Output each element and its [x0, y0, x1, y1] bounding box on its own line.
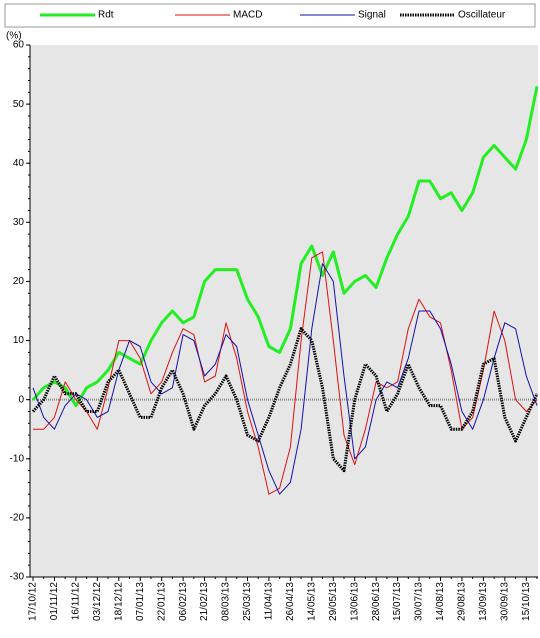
x-tick-label: 06/02/13	[178, 582, 189, 621]
x-tick-label: 30/09/13	[499, 582, 510, 621]
y-axis-label: (%)	[6, 31, 22, 42]
x-tick-label: 15/07/13	[392, 582, 403, 621]
legend-label: Oscillateur	[458, 10, 506, 21]
x-tick-label: 29/05/13	[328, 582, 339, 621]
y-tick-label: -20	[10, 513, 25, 524]
y-tick-label: 40	[13, 158, 25, 169]
x-tick-label: 14/05/13	[306, 582, 317, 621]
x-tick-label: 22/01/13	[156, 582, 167, 621]
x-tick-label: 11/04/13	[264, 582, 275, 621]
y-tick-label: 30	[13, 217, 25, 228]
x-tick-label: 01/11/12	[49, 582, 60, 621]
y-tick-label: 10	[13, 335, 25, 346]
x-tick-label: 17/10/12	[28, 582, 39, 621]
x-tick-label: 15/10/13	[521, 582, 532, 621]
x-tick-label: 28/06/13	[371, 582, 382, 621]
y-tick-label: -30	[10, 572, 25, 583]
y-tick-label: 50	[13, 99, 25, 110]
series-line	[31, 327, 539, 473]
x-tick-label: 08/03/13	[221, 582, 232, 621]
x-tick-label: 26/04/13	[285, 582, 296, 621]
series-line	[31, 86, 539, 408]
x-tick-label: 14/08/13	[435, 582, 446, 621]
plot-area	[30, 45, 538, 577]
y-tick-label: 0	[18, 394, 24, 405]
x-tick-label: 13/06/13	[349, 582, 360, 621]
y-tick-label: 20	[13, 276, 25, 287]
x-tick-label: 03/12/12	[92, 582, 103, 621]
x-tick-label: 21/02/13	[199, 582, 210, 621]
x-tick-label: 29/08/13	[457, 582, 468, 621]
legend-label: Signal	[358, 10, 386, 21]
x-tick-label: 07/01/13	[135, 582, 146, 621]
legend-label: MACD	[233, 10, 262, 21]
x-tick-label: 13/09/13	[478, 582, 489, 621]
series-line	[33, 251, 538, 495]
x-tick-label: 30/07/13	[414, 582, 425, 621]
legend	[4, 3, 536, 28]
series-line	[32, 263, 538, 495]
y-tick-label: -10	[10, 453, 25, 464]
x-tick-label: 18/12/12	[113, 582, 124, 621]
x-tick-label: 16/11/12	[71, 582, 82, 621]
y-tick-label: 60	[13, 40, 25, 51]
x-tick-label: 25/03/13	[242, 582, 253, 621]
legend-label: Rdt	[98, 10, 114, 21]
